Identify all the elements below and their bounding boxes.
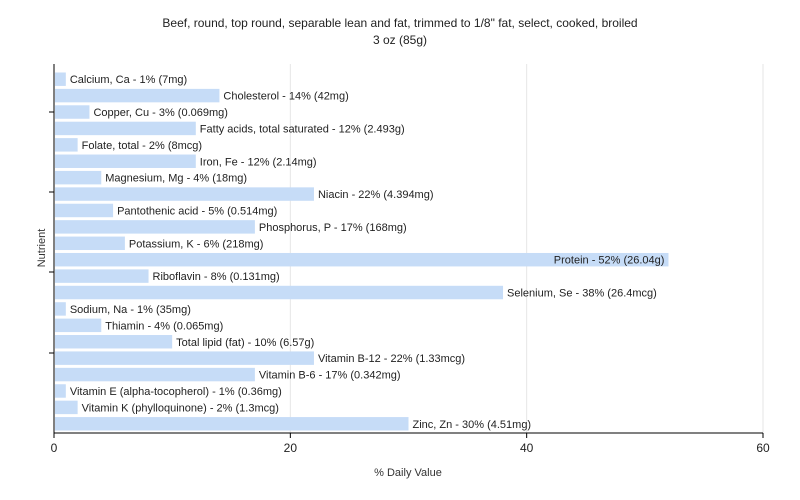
bar bbox=[55, 384, 66, 398]
data-label: Zinc, Zn - 30% (4.51mg) bbox=[413, 419, 532, 431]
data-label: Copper, Cu - 3% (0.069mg) bbox=[93, 107, 228, 119]
bar bbox=[55, 154, 196, 168]
data-label: Iron, Fe - 12% (2.14mg) bbox=[200, 156, 317, 168]
bar bbox=[55, 285, 504, 300]
data-label: Cholesterol - 14% (42mg) bbox=[223, 91, 348, 103]
bar bbox=[55, 302, 66, 316]
bar bbox=[55, 170, 102, 185]
bar bbox=[55, 417, 409, 431]
data-label: Vitamin E (alpha-tocopherol) - 1% (0.36m… bbox=[70, 386, 282, 398]
chart-title: Beef, round, top round, separable lean a… bbox=[162, 16, 638, 30]
y-axis-label: Nutrient bbox=[36, 229, 48, 268]
data-label: Fatty acids, total saturated - 12% (2.49… bbox=[200, 123, 405, 135]
bar bbox=[55, 121, 196, 136]
data-label: Riboflavin - 8% (0.131mg) bbox=[153, 271, 280, 283]
x-tick-label: 20 bbox=[284, 441, 298, 455]
data-label: Thiamin - 4% (0.065mg) bbox=[105, 320, 223, 332]
data-label: Vitamin B-12 - 22% (1.33mcg) bbox=[318, 353, 465, 365]
data-label: Total lipid (fat) - 10% (6.57g) bbox=[176, 337, 314, 349]
data-label: Potassium, K - 6% (218mg) bbox=[129, 238, 264, 250]
bar bbox=[55, 187, 314, 201]
data-label: Selenium, Se - 38% (26.4mcg) bbox=[507, 288, 657, 300]
bar bbox=[55, 138, 78, 152]
data-label: Niacin - 22% (4.394mg) bbox=[318, 189, 434, 201]
bar bbox=[55, 335, 173, 349]
bar bbox=[55, 269, 149, 283]
data-label: Magnesium, Mg - 4% (18mg) bbox=[105, 173, 247, 185]
x-tick-label: 60 bbox=[756, 441, 770, 455]
bar bbox=[55, 318, 102, 333]
bar bbox=[55, 236, 125, 251]
x-tick-label: 40 bbox=[520, 441, 534, 455]
data-label: Phosphorus, P - 17% (168mg) bbox=[259, 222, 407, 234]
data-label: Folate, total - 2% (8mcg) bbox=[82, 140, 202, 152]
data-label: Vitamin K (phylloquinone) - 2% (1.3mcg) bbox=[82, 402, 279, 414]
bar bbox=[55, 351, 314, 365]
data-label: Protein - 52% (26.04g) bbox=[554, 255, 665, 267]
bar bbox=[55, 220, 255, 234]
bar bbox=[55, 252, 669, 267]
data-label: Calcium, Ca - 1% (7mg) bbox=[70, 74, 187, 86]
bar bbox=[55, 105, 90, 119]
data-label: Sodium, Na - 1% (35mg) bbox=[70, 304, 191, 316]
bar bbox=[55, 367, 255, 382]
bar bbox=[55, 400, 78, 415]
bar bbox=[55, 88, 220, 103]
x-tick-label: 0 bbox=[51, 441, 58, 455]
data-label: Pantothenic acid - 5% (0.514mg) bbox=[117, 205, 277, 217]
bar bbox=[55, 72, 66, 86]
chart-subtitle: 3 oz (85g) bbox=[372, 33, 428, 47]
x-axis-label: % Daily Value bbox=[374, 467, 442, 479]
bar bbox=[55, 203, 114, 218]
data-label: Vitamin B-6 - 17% (0.342mg) bbox=[259, 370, 401, 382]
